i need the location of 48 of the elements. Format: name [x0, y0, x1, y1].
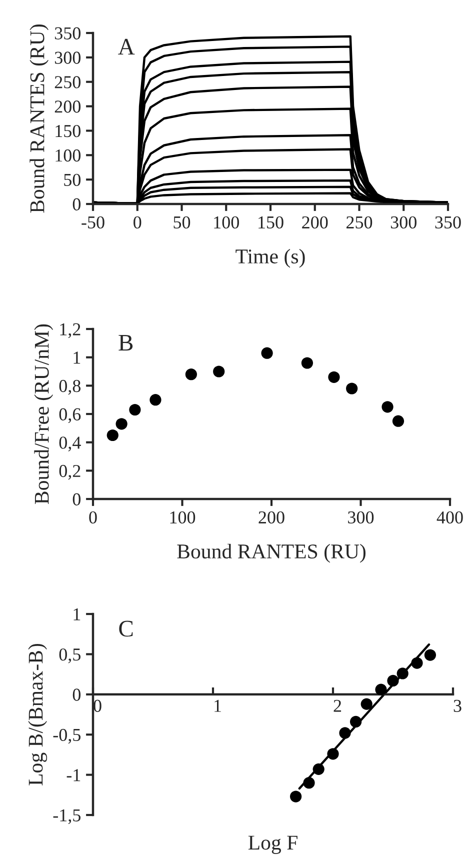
y-tick-label: 1,2 — [60, 323, 80, 338]
x-tick-label: -50 — [82, 216, 104, 229]
y-tick-label: 200 — [54, 100, 81, 113]
y-tick-label: 0,6 — [59, 408, 81, 424]
x-tick-label: 2 — [334, 700, 342, 712]
y-tick-label: 50 — [64, 174, 81, 186]
x-tick-label: 0 — [89, 511, 97, 524]
x-tick-label: 50 — [174, 216, 190, 229]
x-axis-title: Time (s) — [236, 248, 305, 268]
x-axis-title: Bound RANTES (RU) — [177, 544, 366, 563]
x-tick-label: 250 — [346, 216, 372, 229]
y-tick-label: 100 — [56, 149, 81, 162]
x-axis-title: Log F — [248, 836, 298, 854]
y-tick-label: -0,5 — [53, 728, 80, 744]
y-tick-label: 0 — [72, 688, 81, 701]
x-tick-label: 300 — [390, 216, 416, 229]
x-tick-label: 0 — [134, 216, 142, 229]
y-tick-label: 0,4 — [59, 436, 81, 452]
y-tick-label: 1 — [74, 352, 80, 364]
y-tick-label: 0,5 — [59, 648, 80, 664]
y-tick-label: -1 — [66, 769, 80, 782]
annotation: C — [119, 620, 133, 637]
y-axis-title: Bound/Free (RU/nM) — [34, 324, 54, 504]
x-tick-label: 200 — [258, 511, 284, 524]
y-tick-label: 0,8 — [59, 380, 81, 395]
y-axis-title: Log B/(Bmax-B) — [28, 644, 48, 786]
x-tick-label: 200 — [302, 216, 328, 229]
y-tick-label: 300 — [54, 52, 81, 64]
y-tick-label: 0 — [72, 493, 81, 506]
x-tick-label: 350 — [435, 216, 461, 229]
x-tick-label: 0 — [94, 700, 102, 712]
y-axis-title: Bound RANTES (RU) — [30, 24, 49, 213]
y-tick-label: -1,5 — [53, 809, 80, 824]
y-tick-label: 1 — [74, 608, 80, 620]
x-tick-label: 3 — [454, 700, 462, 712]
annotation: B — [118, 335, 133, 351]
x-tick-label: 150 — [258, 216, 284, 229]
x-tick-label: 300 — [348, 511, 374, 524]
x-tick-label: 1 — [214, 700, 221, 712]
annotation: A — [118, 38, 135, 55]
y-tick-label: 350 — [54, 27, 81, 40]
x-tick-label: 400 — [436, 511, 463, 524]
y-tick-label: 0 — [72, 198, 81, 210]
y-tick-label: 0,2 — [59, 464, 80, 480]
x-tick-label: 100 — [170, 511, 196, 524]
x-tick-label: 100 — [214, 216, 239, 229]
y-tick-label: 250 — [54, 76, 81, 88]
y-tick-label: 150 — [56, 124, 81, 138]
